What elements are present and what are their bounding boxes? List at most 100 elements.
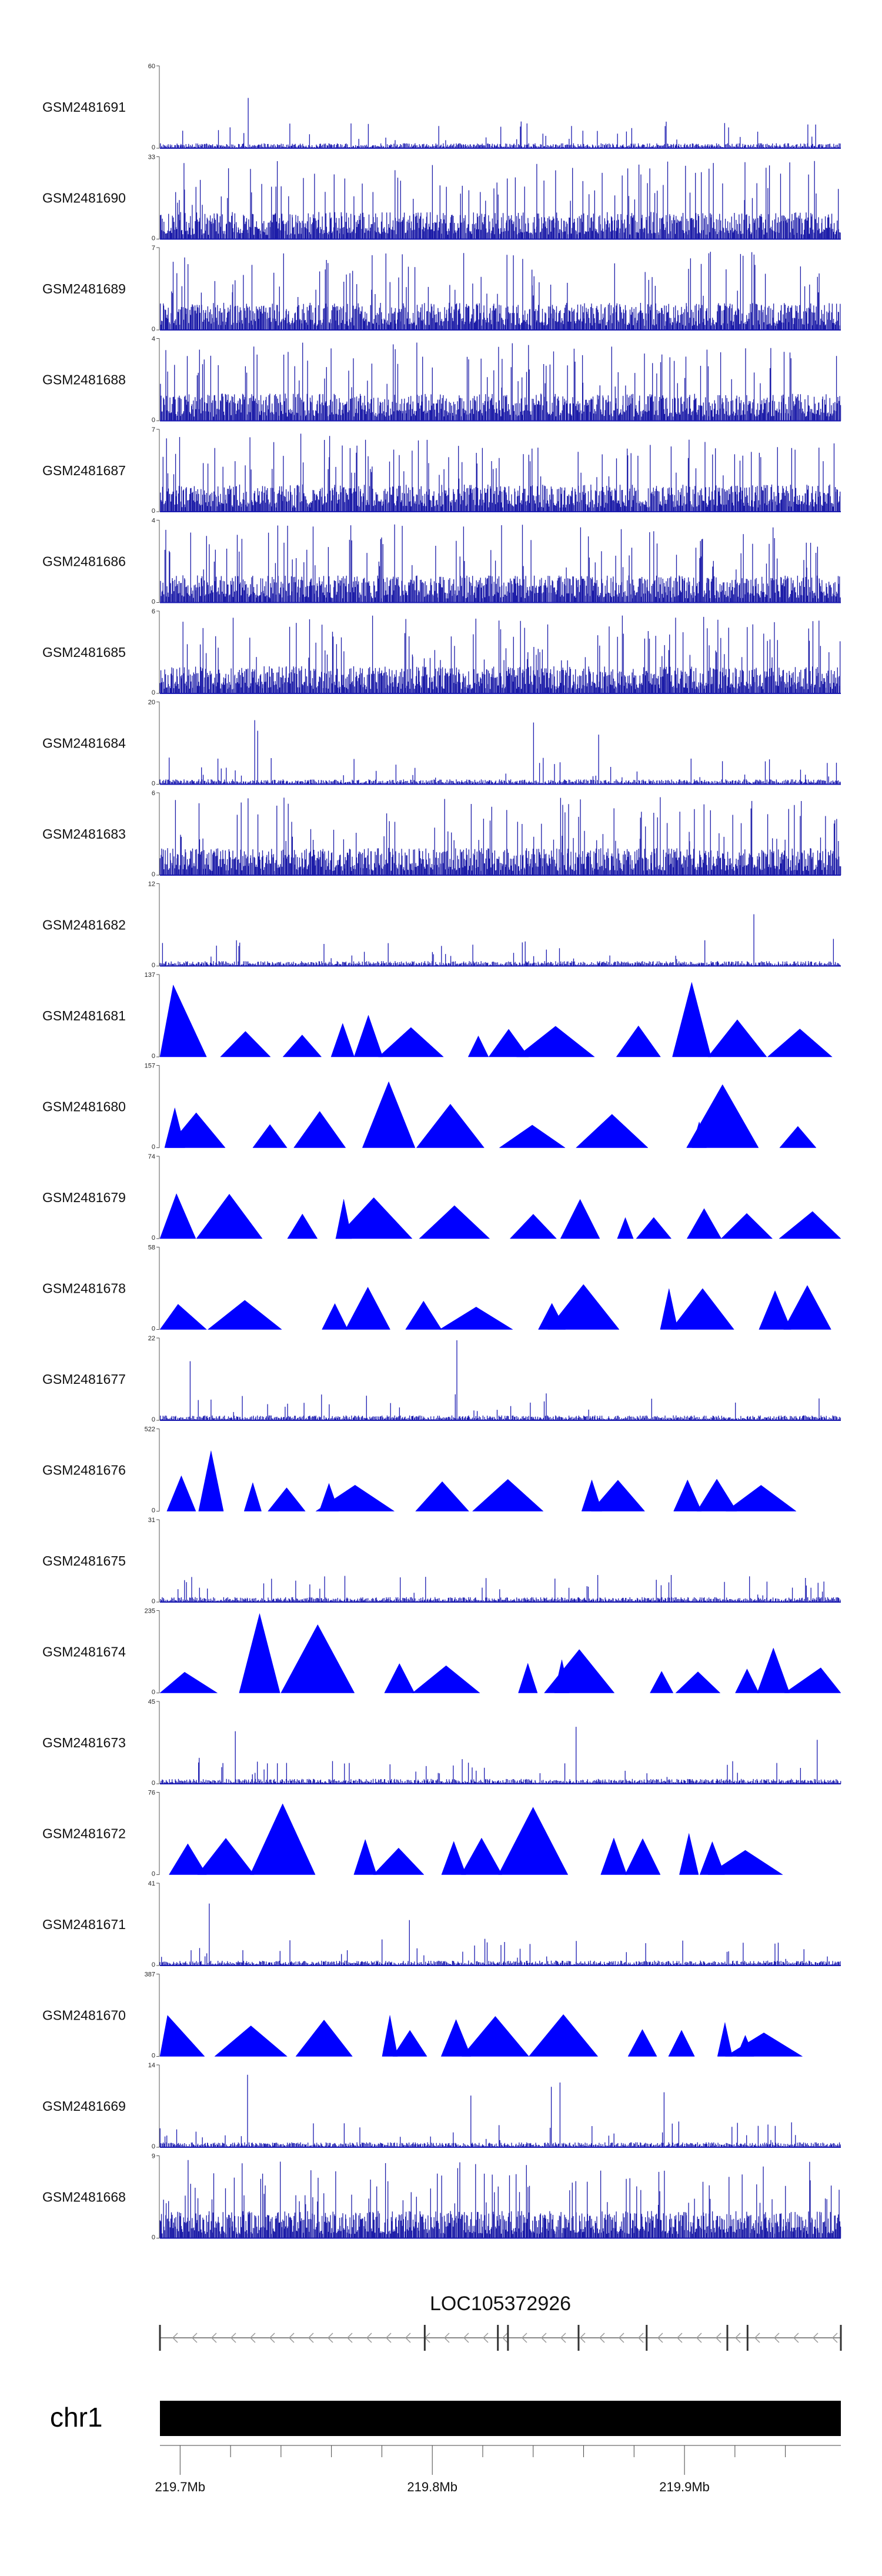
- track-GSM2481674: GSM2481674 235 0: [42, 1608, 841, 1696]
- track-label: GSM2481679: [42, 1190, 126, 1205]
- signal-tracks: GSM2481691600GSM2481690330GSM248168970GS…: [42, 63, 841, 2241]
- y-min-label: 0: [152, 417, 155, 424]
- y-min-label: 0: [152, 1689, 155, 1696]
- strand-arrow-icon: [405, 2333, 411, 2343]
- y-max-label: 4: [152, 336, 155, 343]
- genomic-axis: 219.7Mb 219.8Mb 219.9Mb: [155, 2445, 841, 2494]
- y-max-label: 76: [148, 1790, 155, 1797]
- y-min-label: 0: [152, 780, 155, 788]
- strand-arrow-icon: [463, 2333, 469, 2343]
- track-GSM2481691: GSM2481691 60 0: [42, 63, 841, 151]
- coverage-signal: [160, 433, 841, 512]
- track-label: GSM2481668: [42, 2190, 126, 2205]
- coverage-signal: [160, 1340, 841, 1420]
- y-max-label: 522: [145, 1426, 155, 1433]
- y-min-label: 0: [152, 1507, 155, 1514]
- coverage-peaks: [159, 1193, 841, 1239]
- track-GSM2481673: GSM2481673 45 0: [42, 1699, 841, 1787]
- strand-arrow-icon: [831, 2333, 838, 2343]
- coverage-signal: [159, 720, 841, 785]
- coverage-signal: [159, 2074, 841, 2147]
- y-max-label: 12: [148, 881, 155, 888]
- tick-label: 219.7Mb: [155, 2480, 205, 2494]
- track-GSM2481677: GSM2481677 22 0: [42, 1335, 841, 1423]
- coverage-peaks: [164, 1081, 817, 1148]
- coverage-signal: [160, 161, 841, 239]
- strand-arrow-icon: [579, 2333, 586, 2343]
- coverage-signal: [160, 1575, 841, 1602]
- y-min-label: 0: [152, 599, 155, 606]
- strand-arrow-icon: [443, 2333, 450, 2343]
- strand-arrow-icon: [249, 2333, 256, 2343]
- coverage-peaks: [159, 982, 833, 1057]
- chromosome-band: [160, 2401, 841, 2436]
- y-max-label: 4: [152, 518, 155, 525]
- y-min-label: 0: [152, 962, 155, 969]
- strand-arrow-icon: [269, 2333, 275, 2343]
- track-GSM2481687: GSM2481687 7 0: [42, 426, 841, 515]
- track-label: GSM2481671: [42, 1917, 126, 1932]
- tick-label: 219.9Mb: [659, 2480, 710, 2494]
- track-label: GSM2481684: [42, 736, 126, 751]
- track-label: GSM2481675: [42, 1553, 126, 1569]
- coverage-peaks: [159, 1284, 831, 1330]
- y-max-label: 58: [148, 1244, 155, 1252]
- y-max-label: 387: [145, 1971, 155, 1978]
- strand-arrow-icon: [793, 2333, 799, 2343]
- y-min-label: 0: [152, 235, 155, 242]
- track-GSM2481679: GSM2481679 74 0: [42, 1153, 841, 1242]
- strand-arrow-icon: [754, 2333, 760, 2343]
- strand-arrow-icon: [308, 2333, 314, 2343]
- y-min-label: 0: [152, 1871, 155, 1878]
- y-max-label: 14: [148, 2062, 155, 2069]
- y-max-label: 31: [148, 1517, 155, 1524]
- track-label: GSM2481682: [42, 917, 126, 933]
- strand-arrow-icon: [734, 2333, 741, 2343]
- y-min-label: 0: [152, 326, 155, 333]
- coverage-signal: [160, 524, 841, 603]
- track-label: GSM2481680: [42, 1099, 126, 1115]
- y-min-label: 0: [152, 1780, 155, 1787]
- track-label: GSM2481676: [42, 1463, 126, 1478]
- y-min-label: 0: [152, 2053, 155, 2060]
- y-max-label: 9: [152, 2153, 155, 2160]
- y-min-label: 0: [152, 2234, 155, 2241]
- coverage-peaks: [159, 1613, 841, 1693]
- track-GSM2481690: GSM2481690 33 0: [42, 154, 841, 242]
- y-max-label: 41: [148, 1880, 155, 1887]
- y-max-label: 74: [148, 1153, 155, 1160]
- y-min-label: 0: [152, 1234, 155, 1242]
- y-max-label: 20: [148, 699, 155, 706]
- track-GSM2481669: GSM2481669 14 0: [42, 2062, 841, 2150]
- track-label: GSM2481669: [42, 2098, 126, 2114]
- strand-arrow-icon: [385, 2333, 392, 2343]
- track-GSM2481686: GSM2481686 4 0: [42, 518, 841, 606]
- y-max-label: 33: [148, 154, 155, 161]
- strand-arrow-icon: [288, 2333, 295, 2343]
- strand-arrow-icon: [637, 2333, 644, 2343]
- strand-arrow-icon: [211, 2333, 217, 2343]
- y-max-label: 7: [152, 426, 155, 433]
- track-GSM2481676: GSM2481676 522 0: [42, 1426, 797, 1514]
- track-label: GSM2481678: [42, 1281, 126, 1296]
- track-label: GSM2481691: [42, 99, 126, 115]
- track-GSM2481688: GSM2481688 4 0: [42, 336, 841, 424]
- y-min-label: 0: [152, 144, 155, 151]
- y-max-label: 235: [145, 1608, 155, 1615]
- track-label: GSM2481681: [42, 1008, 126, 1023]
- strand-arrow-icon: [676, 2333, 683, 2343]
- track-GSM2481678: GSM2481678 58 0: [42, 1244, 831, 1333]
- y-max-label: 22: [148, 1335, 155, 1342]
- track-label: GSM2481688: [42, 372, 126, 388]
- track-GSM2481685: GSM2481685 6 0: [42, 608, 841, 696]
- tick-label: 219.8Mb: [407, 2480, 457, 2494]
- strand-arrow-icon: [618, 2333, 624, 2343]
- strand-arrow-icon: [230, 2333, 236, 2343]
- strand-arrow-icon: [560, 2333, 566, 2343]
- strand-arrow-icon: [346, 2333, 353, 2343]
- track-label: GSM2481674: [42, 1644, 126, 1660]
- y-min-label: 0: [152, 2143, 155, 2150]
- strand-arrow-icon: [599, 2333, 605, 2343]
- track-GSM2481670: GSM2481670 387 0: [42, 1971, 803, 2060]
